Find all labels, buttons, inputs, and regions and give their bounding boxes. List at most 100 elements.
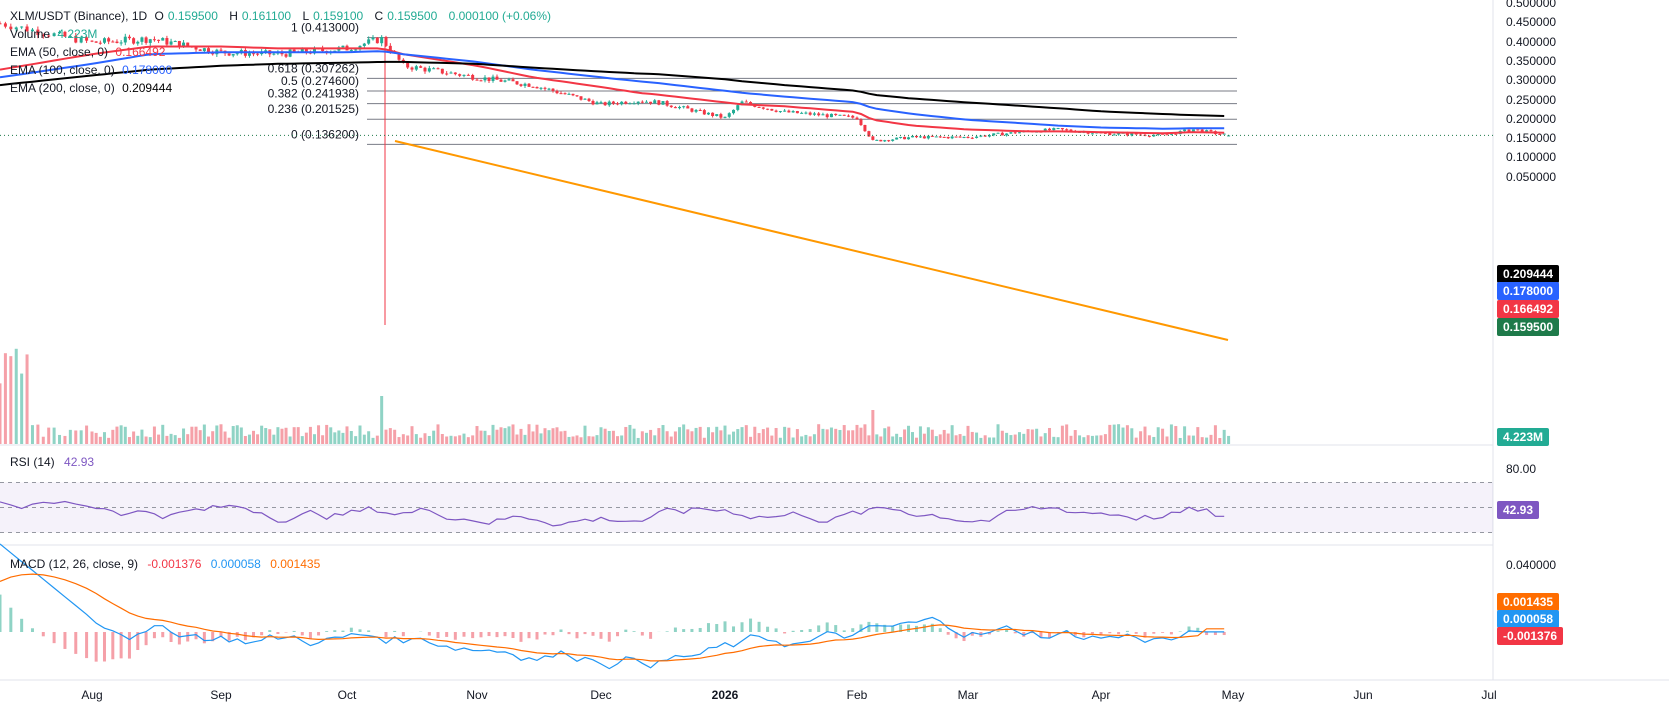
macd-histogram-bar bbox=[358, 629, 362, 632]
volume-bar bbox=[1174, 426, 1178, 444]
candle-body bbox=[911, 135, 914, 138]
candle-body bbox=[744, 101, 748, 103]
candle-body bbox=[958, 136, 962, 138]
volume-bar bbox=[1039, 436, 1043, 444]
volume-bar bbox=[308, 426, 312, 444]
candle-body bbox=[914, 135, 918, 138]
candle-body bbox=[207, 48, 211, 53]
rsi-axis-label: 80.00 bbox=[1506, 462, 1537, 476]
volume-bar bbox=[817, 424, 821, 444]
volume-bar bbox=[783, 426, 787, 444]
volume-bar bbox=[1169, 424, 1173, 444]
volume-bar bbox=[975, 432, 979, 444]
candle-body bbox=[90, 40, 94, 42]
symbol-title: XLM/USDT (Binance), 1D bbox=[10, 9, 148, 23]
candle-body bbox=[551, 88, 555, 91]
volume-bar bbox=[603, 428, 607, 444]
candle-body bbox=[1183, 129, 1187, 132]
volume-bar bbox=[644, 432, 648, 444]
macd-histogram-bar bbox=[1143, 632, 1147, 638]
symbol-legend: XLM/USDT (Binance), 1D O 0.159500 H 0.1611… bbox=[10, 7, 555, 25]
volume-bar bbox=[1178, 437, 1182, 444]
candle-body bbox=[1130, 133, 1134, 136]
candle-body bbox=[918, 136, 922, 138]
candle-body bbox=[694, 110, 698, 112]
ema50-legend[interactable]: EMA (50, close, 0) 0.166492 bbox=[10, 43, 169, 61]
ema50-label: EMA (50, close, 0) bbox=[10, 45, 109, 59]
macd-histogram-bar bbox=[938, 628, 942, 632]
volume-bar bbox=[14, 348, 18, 444]
volume-bar bbox=[575, 435, 579, 444]
candle-body bbox=[252, 53, 256, 55]
macd-histogram-bar bbox=[276, 632, 280, 635]
macd-histogram-bar bbox=[1099, 632, 1103, 636]
candle-body bbox=[575, 95, 579, 97]
volume-bar bbox=[535, 424, 539, 444]
volume-bar bbox=[321, 435, 325, 444]
volume-bar bbox=[907, 425, 911, 444]
candle-body bbox=[256, 53, 260, 55]
time-axis-tick: Mar bbox=[957, 688, 979, 702]
macd-legend[interactable]: MACD (12, 26, close, 9) -0.001376 0.0000… bbox=[10, 557, 320, 571]
candle-body bbox=[388, 45, 392, 53]
ema100-legend[interactable]: EMA (100, close, 0) 0.178000 bbox=[10, 61, 176, 79]
candle-body bbox=[247, 53, 251, 56]
macd-histogram-bar bbox=[817, 625, 821, 632]
candle-body bbox=[144, 37, 148, 43]
volume-bar bbox=[1156, 427, 1160, 444]
candle-body bbox=[903, 136, 907, 140]
candle-body bbox=[449, 72, 453, 74]
candle-body bbox=[25, 26, 29, 32]
candle-body bbox=[177, 40, 181, 48]
macd-histogram-bar bbox=[1205, 632, 1209, 636]
macd-histogram-bar bbox=[268, 630, 272, 632]
volume-bar bbox=[543, 428, 547, 444]
rsi-tag: 42.93 bbox=[1497, 501, 1540, 519]
volume-bar bbox=[190, 426, 194, 444]
volume-legend[interactable]: Volume 4.223M bbox=[10, 25, 101, 43]
volume-bar bbox=[571, 436, 575, 444]
volume-bar bbox=[337, 430, 341, 444]
macd-histogram-bar bbox=[616, 632, 620, 637]
candle-body bbox=[423, 67, 427, 72]
volume-bar bbox=[9, 356, 13, 444]
candle-body bbox=[855, 117, 859, 120]
volume-bar bbox=[1000, 430, 1004, 444]
volume-bar bbox=[795, 429, 799, 444]
rsi-legend[interactable]: RSI (14) 42.93 bbox=[10, 455, 94, 469]
ema200-legend[interactable]: EMA (200, close, 0) 0.209444 bbox=[10, 79, 176, 97]
volume-bar bbox=[555, 427, 559, 444]
volume-bar bbox=[1139, 431, 1143, 444]
volume-bar bbox=[1069, 435, 1073, 444]
fib-level-label: 1 (0.413000) bbox=[291, 21, 359, 35]
volume-bar bbox=[304, 432, 308, 444]
macd-histogram-bar bbox=[690, 628, 694, 632]
macd-histogram-bar bbox=[1196, 627, 1200, 632]
volume-bar bbox=[157, 434, 161, 444]
fib-level-label: 0.618 (0.307262) bbox=[268, 61, 359, 75]
macd-histogram-bar bbox=[575, 632, 579, 639]
candle-body bbox=[165, 38, 169, 45]
candle-body bbox=[543, 87, 547, 89]
candle-body bbox=[462, 74, 466, 76]
volume-bar bbox=[958, 434, 962, 444]
macd-histogram-bar bbox=[875, 623, 879, 632]
candle-body bbox=[829, 113, 833, 118]
volume-bar bbox=[1035, 428, 1039, 444]
volume-bar bbox=[987, 437, 991, 444]
volume-bar bbox=[702, 437, 706, 444]
candle-body bbox=[169, 41, 173, 45]
candle-body bbox=[851, 115, 855, 118]
volume-bar bbox=[341, 432, 345, 444]
macd-histogram-bar bbox=[1187, 626, 1191, 632]
volume-bar bbox=[231, 426, 235, 444]
candle-body bbox=[966, 136, 970, 138]
macd-histogram-bar bbox=[954, 632, 958, 639]
macd-histogram-bar bbox=[427, 632, 431, 636]
candle-body bbox=[1013, 132, 1017, 134]
volume-bar bbox=[834, 428, 838, 444]
candle-body bbox=[397, 52, 401, 60]
fib-level-label: 0.382 (0.241938) bbox=[268, 87, 359, 101]
candle-body bbox=[479, 80, 483, 82]
